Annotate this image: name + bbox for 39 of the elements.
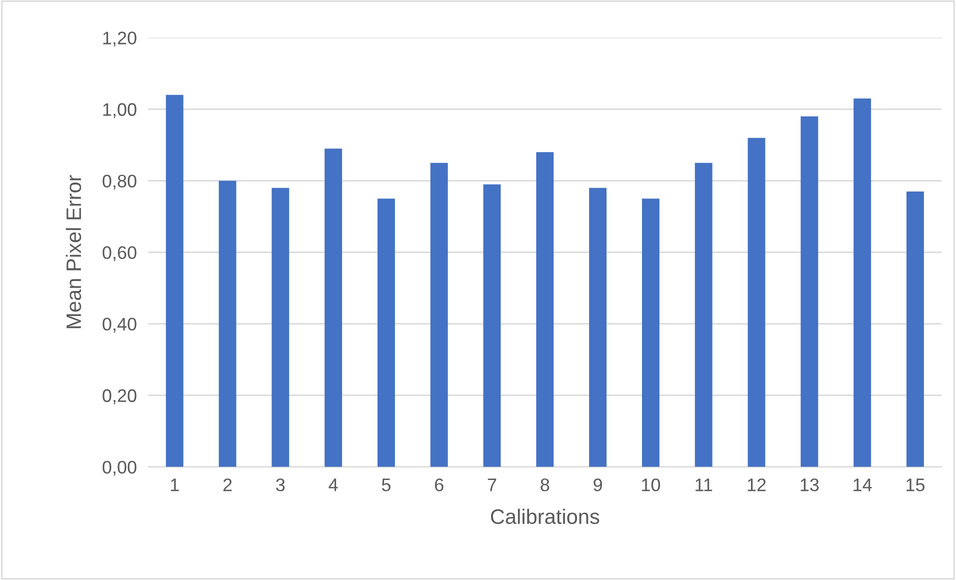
x-tick-label: 3 [276, 478, 285, 492]
bar [324, 148, 342, 467]
y-tick-label: 1,00 [103, 103, 136, 118]
x-tick-label: 12 [748, 478, 766, 492]
x-tick-label: 9 [594, 478, 602, 492]
bar [218, 180, 236, 467]
bar [166, 94, 184, 467]
bar [430, 162, 448, 467]
y-tick-label: 0,20 [102, 389, 136, 404]
bar [642, 198, 660, 467]
x-tick-label: 11 [696, 478, 712, 492]
bar [748, 138, 766, 467]
bar [800, 116, 818, 467]
x-tick-label: 4 [328, 478, 338, 492]
bar [906, 191, 924, 467]
x-tick-label: 13 [800, 478, 819, 492]
bar [536, 152, 554, 467]
bar [694, 162, 712, 467]
bar [854, 98, 872, 467]
bar [272, 188, 290, 467]
bar [377, 198, 395, 467]
y-tick-label: 0,60 [102, 246, 136, 262]
x-tick-label: 5 [382, 478, 390, 492]
bar [589, 188, 607, 467]
x-tick-label: 15 [906, 478, 924, 492]
x-tick-label: 6 [435, 478, 444, 492]
x-tick-label: 14 [854, 478, 872, 492]
y-tick-label: 0,80 [102, 174, 136, 190]
y-tick-label: 0,40 [102, 318, 136, 333]
x-tick-label: 7 [488, 478, 496, 492]
y-tick-label: 0,00 [102, 460, 136, 476]
bar [483, 184, 501, 467]
x-tick-label: 8 [540, 478, 550, 492]
y-axis-title: Mean Pixel Error [66, 175, 82, 328]
y-tick-label: 1,20 [103, 32, 136, 47]
x-axis-title: Calibrations [490, 508, 600, 524]
x-tick-label: 10 [642, 478, 660, 492]
x-tick-label: 2 [223, 478, 232, 492]
x-tick-label: 1 [170, 478, 179, 492]
